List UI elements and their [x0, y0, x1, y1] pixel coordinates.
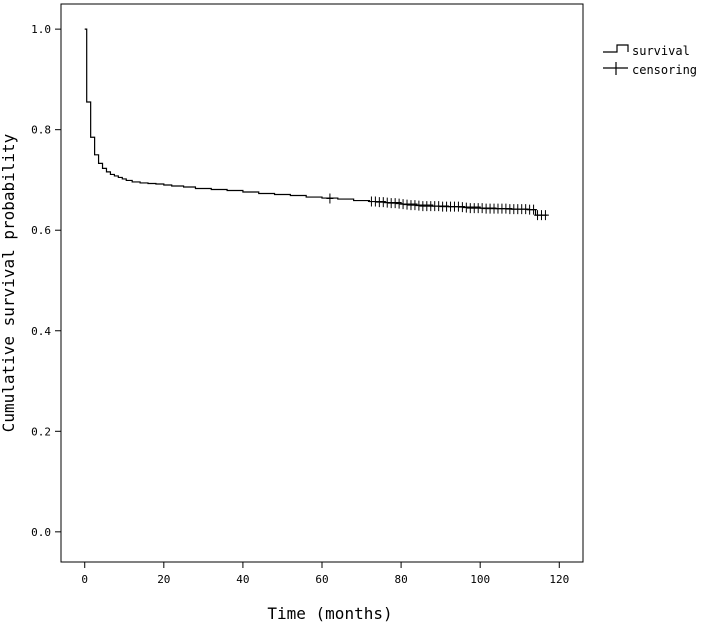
y-tick-label: 0.2: [31, 425, 51, 438]
legend-label-censoring: censoring: [632, 63, 697, 77]
y-tick-label: 1.0: [31, 23, 51, 36]
y-axis: 0.0 0.2 0.4 0.6 0.8 1.0: [31, 23, 62, 539]
x-tick-label: 80: [394, 573, 407, 586]
y-axis-title: Cumulative survival probability: [0, 133, 18, 432]
legend: survival censoring: [603, 44, 697, 77]
censor-mark: [502, 203, 510, 214]
censor-mark: [415, 200, 423, 211]
x-tick-label: 120: [549, 573, 569, 586]
plot-area: [60, 3, 584, 563]
censor-mark: [454, 201, 462, 212]
censor-mark: [541, 210, 549, 221]
censor-mark: [462, 202, 470, 213]
y-tick-label: 0.0: [31, 526, 51, 539]
censor-mark: [326, 193, 334, 204]
censor-mark: [411, 200, 419, 211]
censor-mark: [395, 198, 403, 209]
censor-mark: [478, 203, 486, 214]
censor-mark: [458, 202, 466, 213]
x-tick-label: 20: [157, 573, 170, 586]
censor-mark: [371, 196, 379, 207]
legend-label-survival: survival: [632, 44, 690, 58]
y-tick-label: 0.8: [31, 124, 51, 137]
censor-mark: [530, 204, 538, 215]
censor-mark: [383, 197, 391, 208]
censoring-marks: [326, 193, 549, 221]
x-tick-label: 60: [315, 573, 328, 586]
x-tick-label: 40: [236, 573, 249, 586]
x-axis: 0 20 40 60 80 100 120: [81, 561, 569, 586]
x-tick-label: 100: [470, 573, 490, 586]
legend-plus-icon: [603, 62, 628, 75]
censor-mark: [399, 199, 407, 210]
x-tick-label: 0: [81, 573, 88, 586]
x-axis-title: Time (months): [267, 604, 392, 622]
legend-step-icon: [603, 44, 629, 53]
y-tick-label: 0.4: [31, 325, 51, 338]
censor-mark: [522, 204, 530, 215]
censor-mark: [435, 201, 443, 212]
censor-mark: [379, 197, 387, 208]
censor-mark: [403, 199, 411, 210]
censor-mark: [391, 198, 399, 209]
y-tick-label: 0.6: [31, 224, 51, 237]
